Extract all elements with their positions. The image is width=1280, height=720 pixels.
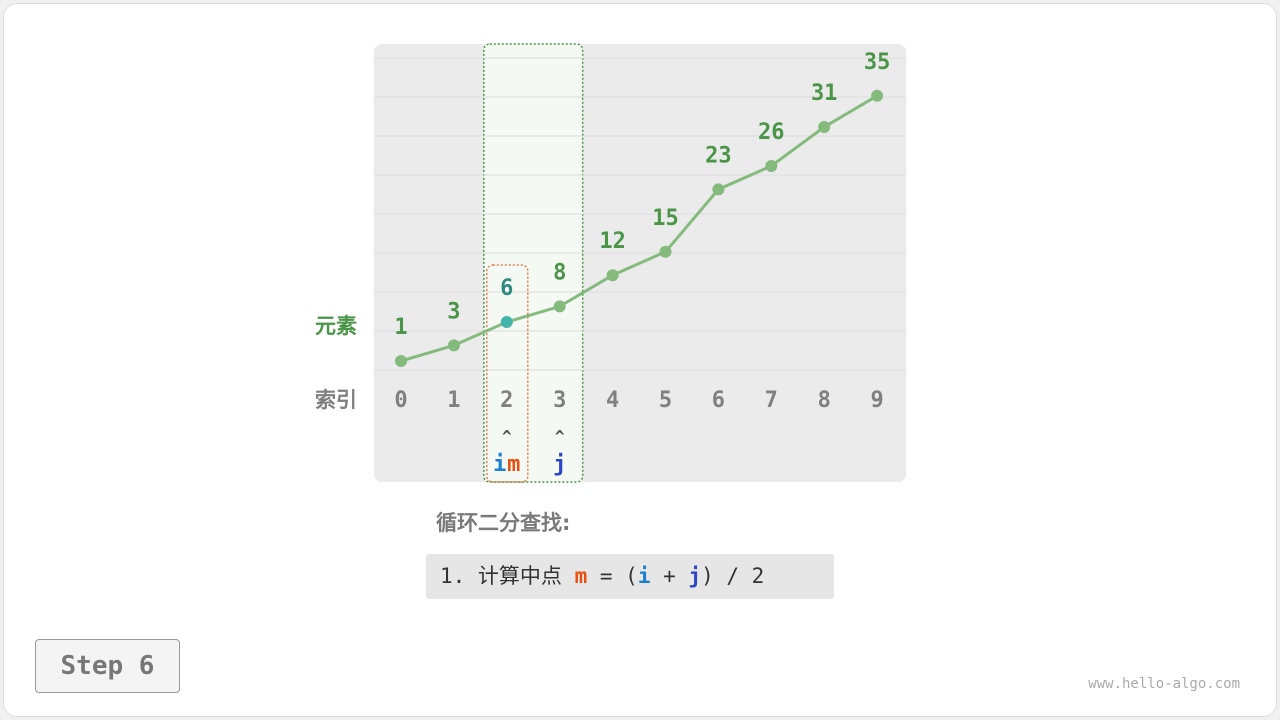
code-eq: = ( xyxy=(587,564,638,588)
pointer-j: j xyxy=(553,452,566,477)
index-label: 1 xyxy=(447,388,460,413)
pointer-m: m xyxy=(507,452,520,477)
data-point xyxy=(818,121,831,133)
pointer-arrow: ^ xyxy=(502,427,512,446)
data-point xyxy=(447,339,460,352)
element-label: 6 xyxy=(500,276,513,301)
element-label: 1 xyxy=(394,315,407,340)
data-line xyxy=(400,94,878,363)
element-label: 23 xyxy=(705,143,732,168)
data-point xyxy=(712,183,725,196)
element-label: 3 xyxy=(447,299,460,324)
code-i: i xyxy=(637,564,651,588)
data-point xyxy=(871,89,884,102)
pointer-i: i xyxy=(493,452,506,477)
index-label: 2 xyxy=(500,388,513,413)
data-point xyxy=(765,160,778,172)
element-label: 26 xyxy=(758,120,785,145)
data-point xyxy=(659,245,672,258)
watermark: www.hello-algo.com xyxy=(1088,676,1240,692)
index-row-label: 索引 xyxy=(315,388,357,412)
index-label: 8 xyxy=(818,388,831,413)
data-point xyxy=(606,269,619,282)
data-point xyxy=(500,316,513,328)
index-label: 6 xyxy=(712,388,725,413)
index-label: 3 xyxy=(553,388,566,413)
code-plus: + xyxy=(650,564,689,588)
code-j: j xyxy=(688,564,702,588)
code-prefix: 1. 计算中点 xyxy=(440,564,575,588)
search-range-highlight xyxy=(483,43,584,483)
index-label: 9 xyxy=(870,388,883,413)
index-label: 5 xyxy=(659,388,672,413)
mid-highlight xyxy=(486,264,529,483)
index-label: 0 xyxy=(394,388,407,413)
element-label: 8 xyxy=(553,260,566,285)
step-button[interactable]: Step 6 xyxy=(35,639,180,693)
section-title: 循环二分查找: xyxy=(436,511,571,535)
code-line: 1. 计算中点 m = (i + j) / 2 xyxy=(426,554,834,599)
element-label: 31 xyxy=(811,81,838,106)
code-m: m xyxy=(574,564,588,588)
index-label: 7 xyxy=(765,388,778,413)
code-suffix: ) / 2 xyxy=(701,564,765,588)
data-point xyxy=(553,300,566,313)
element-label: 35 xyxy=(864,50,891,75)
elements-row-label: 元素 xyxy=(315,314,357,338)
index-label: 4 xyxy=(606,388,619,413)
element-label: 15 xyxy=(652,206,679,231)
pointer-arrow: ^ xyxy=(555,427,565,446)
element-label: 12 xyxy=(599,229,626,254)
data-point xyxy=(395,355,407,367)
